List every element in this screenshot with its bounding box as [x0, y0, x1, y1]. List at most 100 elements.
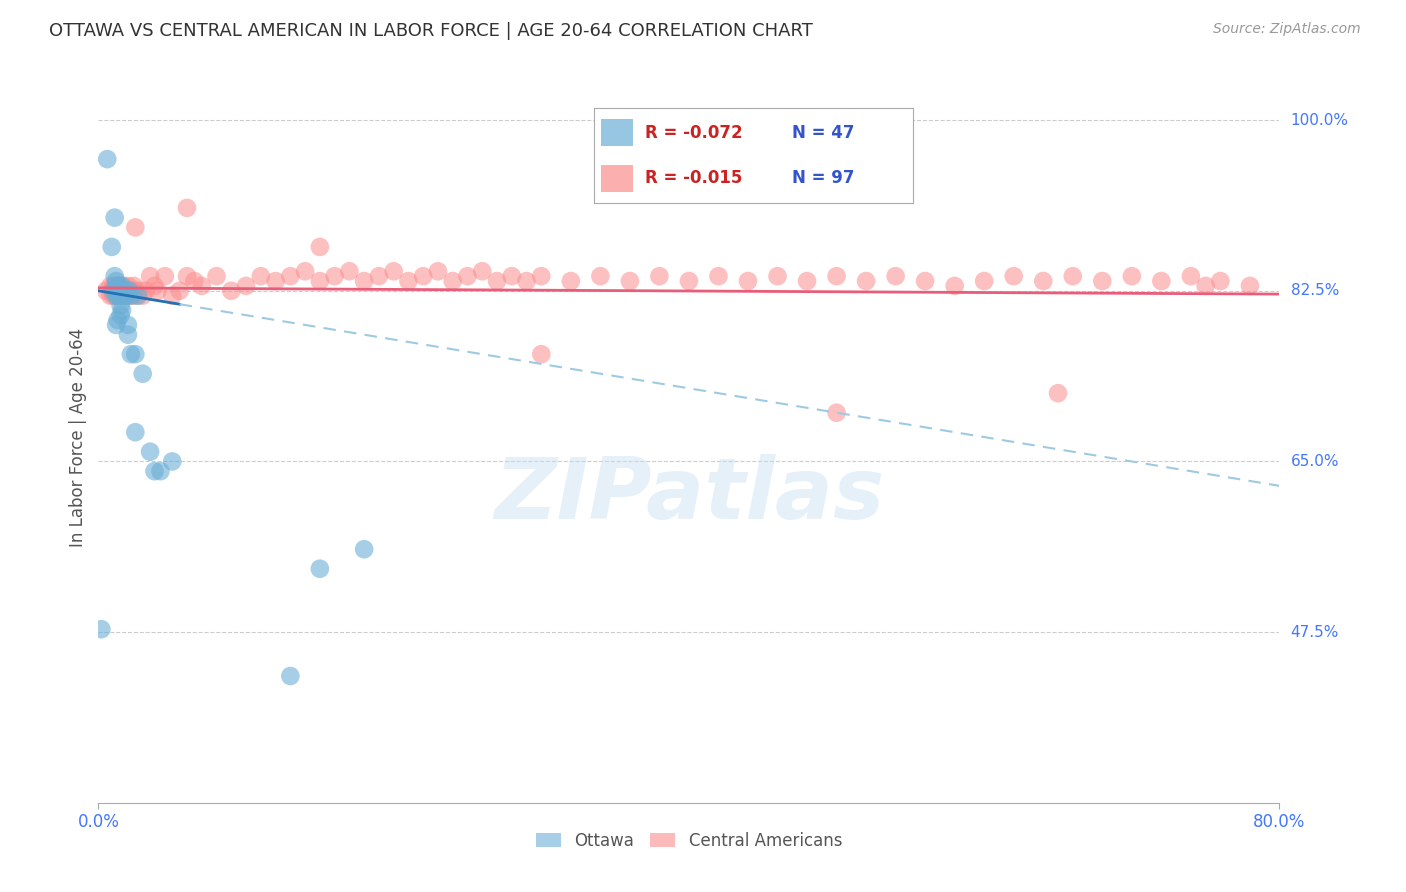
Point: [457, 269, 479, 284]
Point: [111, 284, 134, 298]
Point: [143, 464, 166, 478]
Point: [110, 298, 132, 312]
Point: [973, 274, 995, 288]
Point: [139, 269, 162, 284]
Point: [516, 274, 538, 288]
Point: [855, 274, 877, 288]
Point: [943, 279, 966, 293]
Y-axis label: In Labor Force | Age 20-64: In Labor Force | Age 20-64: [69, 327, 87, 547]
Point: [111, 303, 134, 318]
Point: [1209, 274, 1232, 288]
Point: [110, 284, 132, 298]
Point: [191, 279, 214, 293]
Point: [112, 279, 135, 293]
Point: [121, 288, 143, 302]
Point: [124, 347, 146, 361]
Point: [124, 284, 146, 298]
Point: [121, 284, 143, 298]
Point: [149, 464, 172, 478]
Point: [105, 318, 128, 332]
Point: [112, 284, 135, 298]
Point: [280, 669, 302, 683]
Point: [589, 269, 612, 284]
Point: [471, 264, 494, 278]
Point: [221, 284, 243, 298]
Point: [139, 444, 162, 458]
Point: [110, 284, 132, 298]
Point: [104, 288, 127, 302]
Point: [115, 284, 138, 298]
Point: [1002, 269, 1025, 284]
Point: [766, 269, 789, 284]
Point: [117, 279, 139, 293]
Point: [1150, 274, 1173, 288]
Text: Source: ZipAtlas.com: Source: ZipAtlas.com: [1213, 22, 1361, 37]
Point: [110, 281, 132, 295]
Point: [648, 269, 671, 284]
Text: ZIPatlas: ZIPatlas: [494, 454, 884, 537]
Point: [108, 279, 131, 293]
Point: [110, 288, 132, 302]
Point: [560, 274, 582, 288]
Point: [339, 264, 361, 278]
Point: [94, 284, 117, 298]
Point: [105, 279, 128, 293]
Point: [114, 288, 136, 302]
Point: [678, 274, 700, 288]
Point: [111, 288, 134, 302]
Text: 100.0%: 100.0%: [1291, 112, 1348, 128]
Point: [707, 269, 730, 284]
Point: [105, 274, 128, 288]
Point: [108, 284, 131, 298]
Point: [90, 622, 112, 636]
Point: [1046, 386, 1070, 401]
Point: [107, 279, 129, 293]
Point: [104, 211, 127, 225]
Point: [120, 288, 142, 302]
Point: [128, 284, 150, 298]
Point: [96, 152, 118, 166]
Point: [205, 269, 228, 284]
Point: [108, 284, 131, 298]
Point: [1032, 274, 1054, 288]
Point: [398, 274, 420, 288]
Point: [323, 269, 346, 284]
Point: [1180, 269, 1202, 284]
Point: [125, 288, 148, 302]
Point: [530, 347, 553, 361]
Point: [103, 284, 125, 298]
Point: [264, 274, 287, 288]
Text: 65.0%: 65.0%: [1291, 454, 1339, 469]
Point: [127, 288, 149, 302]
Point: [176, 201, 198, 215]
Point: [107, 288, 129, 302]
Point: [176, 269, 198, 284]
Point: [183, 274, 205, 288]
Point: [530, 269, 553, 284]
Point: [105, 281, 128, 295]
Point: [111, 284, 134, 298]
Point: [107, 288, 129, 302]
Point: [143, 279, 166, 293]
Point: [120, 347, 142, 361]
Text: 82.5%: 82.5%: [1291, 284, 1339, 298]
Point: [115, 288, 138, 302]
Point: [294, 264, 316, 278]
Point: [412, 269, 434, 284]
Point: [118, 284, 141, 298]
Point: [114, 288, 136, 302]
Point: [110, 308, 132, 322]
Point: [153, 269, 176, 284]
Point: [118, 284, 141, 298]
Legend: Ottawa, Central Americans: Ottawa, Central Americans: [529, 825, 849, 856]
Point: [98, 288, 121, 302]
Point: [103, 279, 125, 293]
Point: [135, 284, 157, 298]
Text: 47.5%: 47.5%: [1291, 624, 1339, 640]
Point: [737, 274, 759, 288]
Point: [132, 367, 155, 381]
Point: [105, 288, 128, 302]
Point: [114, 284, 136, 298]
Point: [104, 284, 127, 298]
Point: [486, 274, 509, 288]
